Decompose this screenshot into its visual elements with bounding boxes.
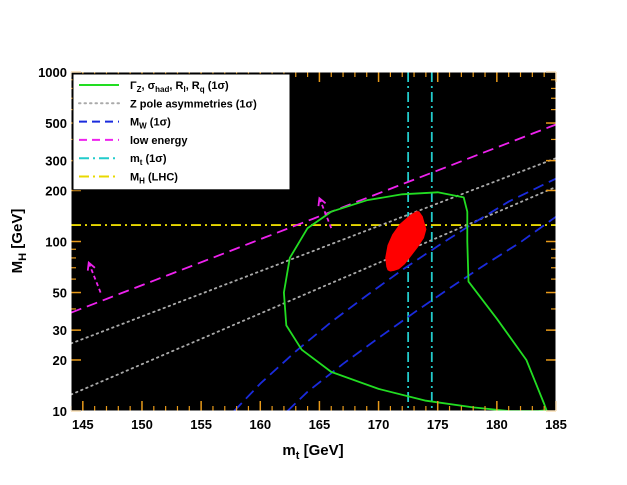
legend-entry-mh: MH (LHC) [79, 172, 178, 186]
y-tick-label: 50 [53, 286, 67, 301]
y-tick-label: 20 [53, 353, 67, 368]
mw-line-2 [286, 215, 556, 411]
legend-entry-mt: mt (1σ) [79, 153, 167, 167]
x-tick-label: 185 [545, 417, 567, 432]
legend-entry-mw: MW (1σ) [79, 117, 171, 131]
x-tick-label: 175 [427, 417, 449, 432]
legend: ΓZ, σhad, Rl, Rq (1σ) Z pole asymmetries … [72, 73, 291, 191]
legend-label: mt (1σ) [130, 153, 167, 167]
x-tick-label: 170 [368, 417, 390, 432]
y-tick-label: 10 [53, 404, 67, 419]
ticks-layer: 145 150 155 160 165 170 175 180 185 10 20 30 50 100 20… [38, 65, 567, 432]
legend-entry-gz: ΓZ, σhad, Rl, Rq (1σ) [79, 80, 229, 94]
y-tick-label: 500 [45, 116, 67, 131]
legend-entry-zpole: Z pole asymmetries (1σ) [78, 98, 257, 110]
lowe-line-1 [71, 123, 556, 314]
low-energy-arrow-2 [317, 196, 333, 229]
legend-label: Z pole asymmetries (1σ) [130, 98, 257, 110]
legend-label: MH (LHC) [130, 172, 178, 186]
plot-frame [70, 71, 557, 412]
legend-label: ΓZ, σhad, Rl, Rq (1σ) [130, 80, 229, 94]
gz-contour [282, 191, 548, 411]
zpole-line-1 [71, 157, 556, 345]
y-axis-title: MH [GeV] [9, 209, 29, 274]
x-tick-label: 145 [72, 417, 94, 432]
legend-label: MW (1σ) [130, 117, 171, 131]
mw-line-1 [233, 177, 556, 411]
y-tick-label: 1000 [38, 65, 67, 80]
low-energy-arrow-1 [86, 260, 102, 293]
x-tick-label: 180 [486, 417, 508, 432]
legend-box [72, 73, 291, 191]
y-tick-label: 100 [45, 235, 67, 250]
x-axis-title: mt [GeV] [282, 442, 343, 462]
series-layer [71, 72, 556, 411]
x-tick-label: 150 [131, 417, 153, 432]
x-tick-label: 165 [309, 417, 331, 432]
y-tick-label: 300 [45, 154, 67, 169]
y-tick-label: 200 [45, 183, 67, 198]
fit-ellipse [385, 211, 427, 272]
legend-label: low energy [130, 135, 188, 147]
x-tick-label: 160 [249, 417, 271, 432]
legend-entry-lowe: low energy [79, 135, 188, 147]
y-tick-label: 30 [53, 323, 67, 338]
x-tick-label: 155 [190, 417, 212, 432]
